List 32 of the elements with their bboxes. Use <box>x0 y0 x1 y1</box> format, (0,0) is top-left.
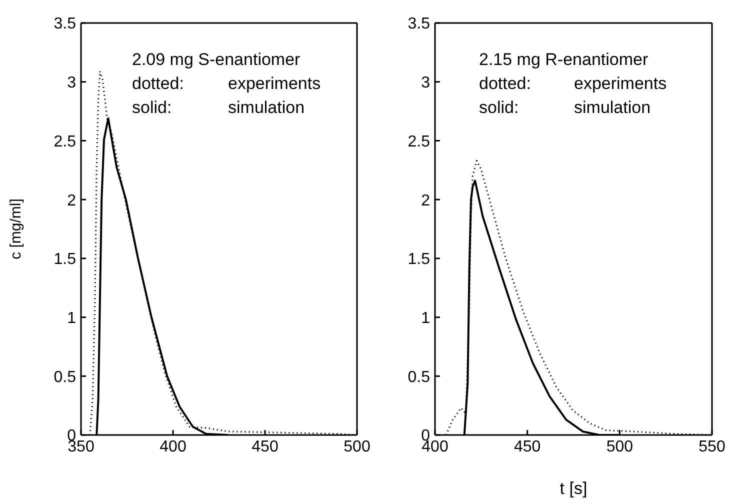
y-tick-label: 0.5 <box>408 368 430 386</box>
y-tick-label: 3 <box>67 74 76 92</box>
y-tick-label: 3.5 <box>54 16 76 33</box>
y-tick-label: 1.5 <box>408 251 430 268</box>
y-tick-label: 0.5 <box>54 368 76 386</box>
y-tick-label: 2 <box>67 192 76 210</box>
annotation: 2.15 mg R-enantiomer <box>479 50 648 70</box>
y-tick-label: 2.5 <box>54 133 76 150</box>
y-tick-label: 1 <box>421 310 430 327</box>
annotation: dotted: <box>132 74 184 94</box>
x-axis-title: t [s] <box>560 479 588 498</box>
y-tick-label: 1.5 <box>54 251 76 268</box>
y-axis-title: c [mg/ml] <box>7 198 24 260</box>
annotation: solid: <box>479 98 519 118</box>
x-tick-label: 500 <box>606 438 634 456</box>
x-tick-label: 450 <box>252 438 278 456</box>
y-tick-label: 3.5 <box>408 16 430 33</box>
x-tick-label: 450 <box>514 438 541 456</box>
y-tick-label: 2 <box>421 192 430 210</box>
annotation: dotted: <box>479 74 531 94</box>
x-tick-label: 550 <box>698 438 726 456</box>
y-tick-label: 1 <box>67 310 76 327</box>
annotation: 2.09 mg S-enantiomer <box>132 50 300 70</box>
annotation: simulation <box>574 98 651 118</box>
x-tick-label: 400 <box>160 438 186 456</box>
annotation: simulation <box>228 98 305 118</box>
annotation: solid: <box>132 98 172 118</box>
x-tick-label: 500 <box>344 438 370 456</box>
annotation: experiments <box>228 74 321 94</box>
y-tick-label: 2.5 <box>408 133 430 150</box>
annotation: experiments <box>574 74 667 94</box>
y-tick-label: 3 <box>421 74 430 92</box>
